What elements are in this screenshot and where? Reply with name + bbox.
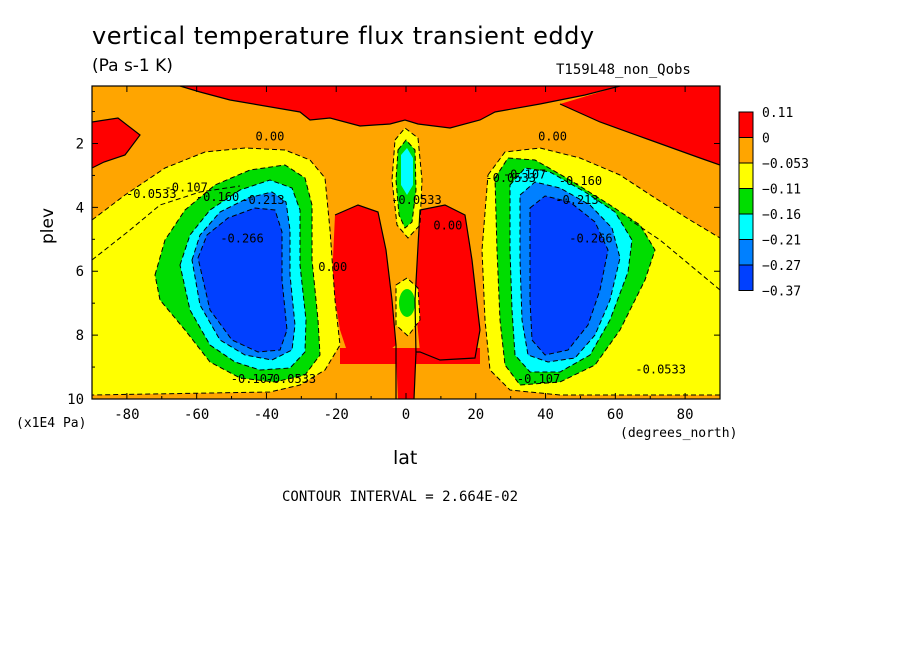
chart-title: vertical temperature flux transient eddy bbox=[92, 22, 595, 50]
contour-value-label: 0.00 bbox=[433, 219, 462, 233]
contour-line-center-bottom bbox=[395, 277, 421, 337]
colorbar-label: −0.21 bbox=[762, 234, 801, 249]
contour-value-label: -0.160 bbox=[196, 190, 239, 204]
contour-fill-red-center-left bbox=[332, 205, 396, 360]
colorbar-label: 0.11 bbox=[762, 106, 793, 121]
colorbar-label: −0.37 bbox=[762, 285, 801, 300]
colorbar-label: −0.053 bbox=[762, 157, 809, 172]
y-axis-unit: (x1E4 Pa) bbox=[16, 416, 87, 431]
contour-labels: 0.00 0.00-0.0533-0.107-0.160 -0.213-0.2660… bbox=[126, 129, 686, 386]
chart-units: (Pa s-1 K) bbox=[92, 56, 173, 76]
colorbar-swatch bbox=[738, 188, 754, 215]
contour-value-label: -0.160 bbox=[559, 174, 602, 188]
y-tick-label: 10 bbox=[67, 392, 84, 408]
contour-line-zero-left bbox=[92, 117, 141, 169]
contour-line-n3-right bbox=[509, 167, 633, 373]
x-axis-ticks: -80 -60 -40 -20 0 20 40 60 80 bbox=[91, 86, 721, 423]
y-tick-label: 8 bbox=[76, 328, 84, 344]
contour-fill-red-left-corner bbox=[92, 118, 140, 168]
contour-line-zero-center bbox=[334, 204, 481, 399]
contour-value-label: -0.266 bbox=[220, 232, 263, 246]
x-axis-label: lat bbox=[393, 447, 418, 469]
contour-line-n1-right bbox=[481, 147, 720, 396]
contour-value-label: -0.107 bbox=[231, 372, 274, 386]
y-tick-label: 6 bbox=[76, 264, 84, 280]
run-label: T159L48_non_Qobs bbox=[556, 62, 691, 78]
contour-fill-green-center-bottom bbox=[399, 289, 415, 317]
colorbar-label: −0.27 bbox=[762, 259, 801, 274]
y-tick-label: 4 bbox=[76, 200, 84, 216]
colorbar-legend: 0.11 0 −0.053 −0.11 −0.16 −0.21 −0.27 −0.37 bbox=[738, 106, 809, 300]
contour-value-label: -0.0533 bbox=[126, 187, 177, 201]
contour-value-label: -0.213 bbox=[555, 193, 598, 207]
contour-interval-note: CONTOUR INTERVAL = 2.664E-02 bbox=[282, 489, 519, 505]
contour-lines-negative bbox=[92, 127, 720, 396]
contour-line-n2-left bbox=[154, 164, 321, 383]
colorbar-swatch bbox=[738, 111, 754, 138]
contour-line-zero-right bbox=[559, 103, 720, 166]
contour-value-label: 0.00 bbox=[538, 129, 567, 143]
contour-line-n4-right bbox=[519, 181, 621, 363]
contour-fill-red-top-right bbox=[560, 86, 720, 165]
contour-line-thin-left bbox=[92, 185, 241, 261]
colorbar-label: −0.16 bbox=[762, 208, 801, 223]
x-tick-label: 20 bbox=[467, 407, 484, 423]
contour-fill-red-stem bbox=[396, 355, 416, 399]
contour-fill-red-top bbox=[180, 86, 620, 128]
contour-line-n1-left bbox=[92, 147, 341, 396]
contour-line-center-top-inner bbox=[395, 139, 417, 229]
colorbar-label: 0 bbox=[762, 132, 770, 147]
x-axis-unit: (degrees_north) bbox=[620, 426, 738, 441]
contour-fill-cyan-center bbox=[401, 148, 413, 195]
x-tick-label: 40 bbox=[537, 407, 554, 423]
contour-value-label: -0.107 bbox=[165, 180, 208, 194]
contour-line-n3-left bbox=[179, 179, 307, 371]
x-tick-label: -60 bbox=[184, 407, 209, 423]
contour-value-label: 0.00 bbox=[255, 129, 284, 143]
contour-fill-darkblue-right bbox=[530, 196, 608, 355]
contour-value-label: -0.0533 bbox=[485, 171, 536, 185]
contour-value-label: -0.0533 bbox=[266, 372, 317, 386]
contour-line-n5-left bbox=[197, 207, 288, 353]
x-tick-label: -80 bbox=[114, 407, 139, 423]
contour-lines bbox=[92, 86, 720, 399]
contour-line-thin-right bbox=[629, 219, 720, 291]
contour-line-n2-right bbox=[494, 157, 656, 386]
x-tick-label: 80 bbox=[677, 407, 694, 423]
contour-line-zero bbox=[179, 86, 621, 129]
y-tick-label: 2 bbox=[76, 136, 84, 152]
contour-value-label: -0.213 bbox=[241, 193, 284, 207]
contour-line-center-top bbox=[391, 127, 423, 239]
contour-value-label: -0.0533 bbox=[635, 362, 686, 376]
x-tick-label: 0 bbox=[402, 407, 410, 423]
plot-area bbox=[92, 86, 720, 399]
colorbar-label: −0.11 bbox=[762, 183, 801, 198]
y-axis-ticks: 2 4 6 8 10 bbox=[67, 111, 720, 408]
x-tick-label: 60 bbox=[607, 407, 624, 423]
contour-line-n4-left bbox=[191, 191, 296, 361]
contour-value-label: -0.107 bbox=[517, 372, 560, 386]
colorbar-swatch bbox=[738, 213, 754, 240]
contour-fill-red-center-right bbox=[415, 205, 480, 360]
colorbar-swatch bbox=[738, 264, 754, 291]
x-tick-label: -20 bbox=[324, 407, 349, 423]
contour-value-label: -0.266 bbox=[569, 232, 612, 246]
contour-line-n5-right bbox=[529, 195, 609, 356]
contour-fill-darkblue-left bbox=[198, 208, 287, 352]
colorbar-swatch bbox=[738, 162, 754, 189]
colorbar-swatch bbox=[738, 239, 754, 266]
contour-value-label: 0.00 bbox=[318, 260, 347, 274]
colorbar-swatch bbox=[738, 137, 754, 164]
contour-value-label: -0.0533 bbox=[391, 193, 442, 207]
x-tick-label: -40 bbox=[254, 407, 279, 423]
contour-value-label: -0.107 bbox=[503, 168, 546, 182]
